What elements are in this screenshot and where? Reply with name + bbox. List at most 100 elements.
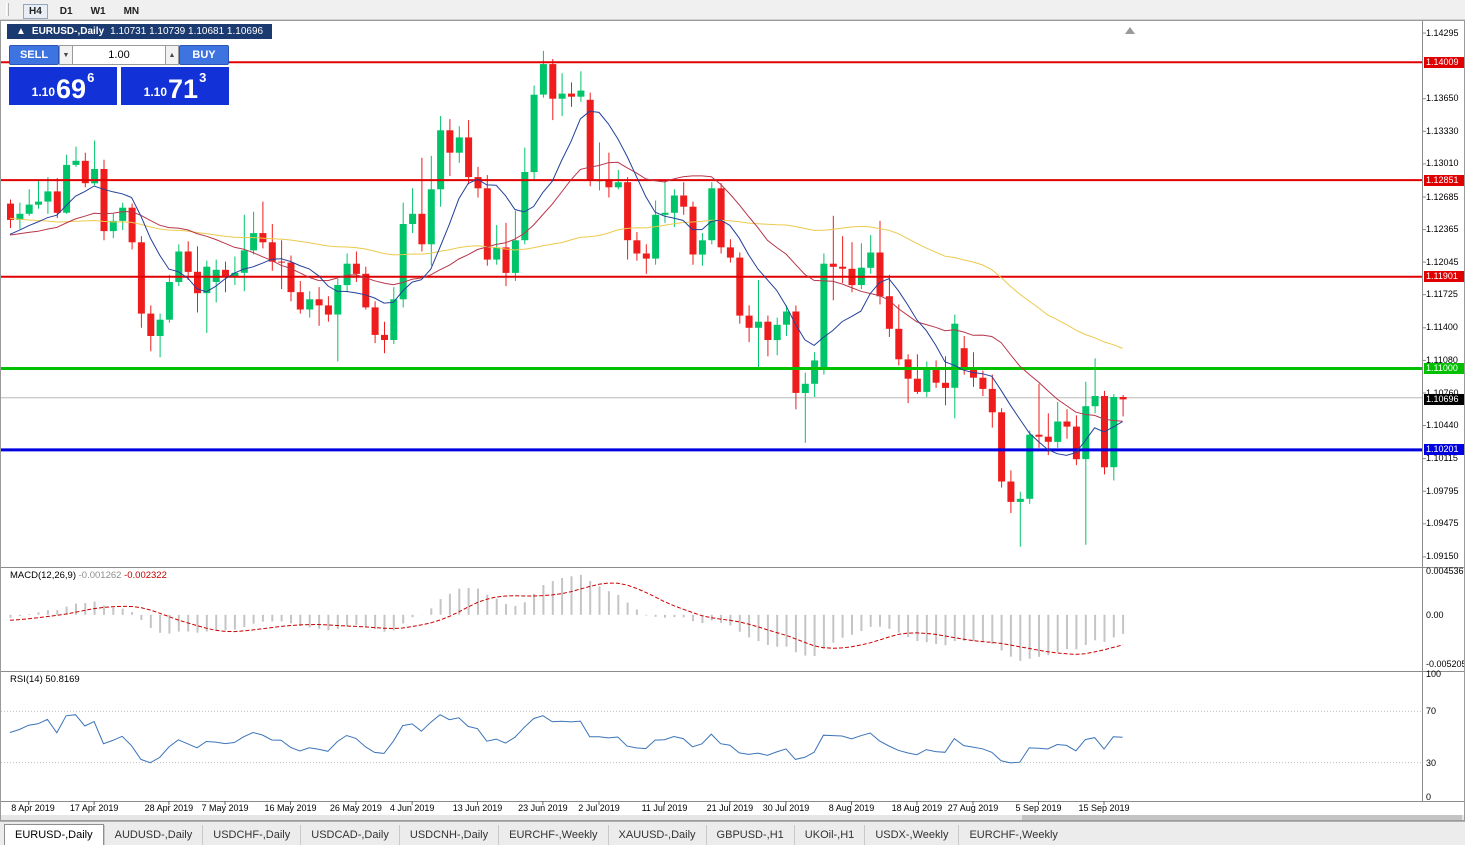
candle xyxy=(259,201,267,249)
symbol-tab[interactable]: EURCHF-,Weekly xyxy=(498,825,607,845)
candle xyxy=(390,287,398,345)
symbol-tab[interactable]: USDCHF-,Daily xyxy=(202,825,300,845)
chart-title: EURUSD-,Daily xyxy=(31,26,105,37)
candle xyxy=(165,274,173,323)
symbol-tab[interactable]: USDX-,Weekly xyxy=(864,825,958,845)
timeframe-button-h4[interactable]: H4 xyxy=(23,3,48,19)
candle xyxy=(1063,409,1071,439)
sell-price-pip-digit: 6 xyxy=(87,70,95,85)
one-click-trading-panel: SELL ▼ ▲ BUY 1.10 69 6 1.10 71 3 xyxy=(9,45,229,105)
candle xyxy=(156,313,164,358)
candle xyxy=(334,278,342,362)
candle xyxy=(437,116,445,207)
candle xyxy=(306,291,314,318)
price-chart-svg xyxy=(1,21,1464,805)
candle xyxy=(147,305,155,352)
macd-indicator-label: MACD(12,26,9) -0.001262 -0.002322 xyxy=(10,570,167,581)
symbol-tab[interactable]: EURUSD-,Daily xyxy=(4,824,104,845)
symbol-tab[interactable]: USDCAD-,Daily xyxy=(300,825,399,845)
candle xyxy=(446,119,454,177)
candle xyxy=(212,259,220,303)
buy-price-display[interactable]: 1.10 71 3 xyxy=(121,67,229,105)
candle xyxy=(913,354,921,394)
timeframe-button-mn[interactable]: MN xyxy=(118,4,146,19)
candle xyxy=(119,202,127,231)
candle xyxy=(315,287,323,326)
candle xyxy=(268,224,276,271)
candle xyxy=(502,222,510,287)
symbol-tab[interactable]: GBPUSD-,H1 xyxy=(705,825,794,845)
rsi-indicator-label: RSI(14) 50.8169 xyxy=(10,674,80,685)
axis-ticks xyxy=(28,32,1426,805)
candle xyxy=(418,157,426,252)
chart-title-bar[interactable]: ▲ EURUSD-,Daily 1.10731 1.10739 1.10681 … xyxy=(7,24,273,39)
timeframe-buttons-group: H4 D1 W1 MN xyxy=(23,1,151,19)
candle xyxy=(1044,413,1052,456)
candle xyxy=(867,235,875,274)
panel-separators xyxy=(1,21,1464,802)
candle xyxy=(885,274,893,337)
candle xyxy=(951,314,959,419)
candle xyxy=(343,253,351,293)
candle xyxy=(979,370,987,396)
candle xyxy=(605,152,613,198)
candle xyxy=(25,189,33,216)
candle xyxy=(1054,402,1062,448)
candle xyxy=(801,372,809,443)
candle xyxy=(652,200,660,265)
candle xyxy=(455,126,463,163)
sell-button[interactable]: SELL xyxy=(9,45,59,65)
horizontal-scrollbar[interactable] xyxy=(1,815,1464,820)
toolbar-grip[interactable] xyxy=(6,3,9,16)
volume-decrease-button[interactable]: ▼ xyxy=(59,45,73,65)
buy-price-big-digits: 71 xyxy=(168,74,199,104)
candle xyxy=(539,50,547,98)
ma-fast-line xyxy=(9,110,1123,456)
symbol-tab[interactable]: XAUUSD-,Daily xyxy=(607,825,706,845)
candle xyxy=(736,252,744,324)
candle xyxy=(670,189,678,227)
scrollbar-thumb[interactable] xyxy=(1022,815,1462,820)
candle xyxy=(783,305,790,336)
candle xyxy=(278,240,286,290)
sell-price-display[interactable]: 1.10 69 6 xyxy=(9,67,117,105)
candle xyxy=(72,146,80,167)
macd-signal-value: -0.002322 xyxy=(124,570,167,581)
candle xyxy=(726,239,734,263)
ma-mid-line xyxy=(9,161,1123,422)
chart-window: ▲ EURUSD-,Daily 1.10731 1.10739 1.10681 … xyxy=(0,20,1465,821)
candle xyxy=(633,232,641,261)
candle xyxy=(194,246,201,313)
macd-value: -0.001262 xyxy=(78,570,122,581)
candle xyxy=(493,225,501,265)
symbol-tab[interactable]: USDCNH-,Daily xyxy=(398,825,498,845)
chart-tabs-bar: EURUSD-,Daily AUDUSD-,Daily USDCHF-,Daily U… xyxy=(0,821,1465,845)
candle xyxy=(184,241,192,280)
candle xyxy=(624,177,632,260)
candle xyxy=(876,220,884,305)
candle xyxy=(932,360,940,388)
candle xyxy=(661,179,669,223)
volume-increase-button[interactable]: ▲ xyxy=(165,45,179,65)
candle xyxy=(792,305,800,410)
volume-input[interactable] xyxy=(73,45,165,65)
chart-ohlc-values: 1.10731 1.10739 1.10681 1.10696 xyxy=(110,26,264,37)
symbol-tab[interactable]: AUDUSD-,Daily xyxy=(103,825,203,845)
symbol-tab[interactable]: EURCHF-,Weekly xyxy=(958,825,1067,845)
candle xyxy=(549,59,557,121)
candle xyxy=(764,315,772,357)
candle xyxy=(511,210,519,281)
timeframe-button-d1[interactable]: D1 xyxy=(54,4,79,19)
candle xyxy=(755,280,762,368)
sell-price-big-digits: 69 xyxy=(56,74,87,104)
chart-shift-marker-icon xyxy=(1125,27,1135,34)
symbol-tab[interactable]: UKOil-,H1 xyxy=(793,825,865,845)
candle xyxy=(231,256,239,285)
candle xyxy=(988,374,996,428)
candle xyxy=(427,155,435,266)
timeframe-button-w1[interactable]: W1 xyxy=(85,4,112,19)
candle xyxy=(381,321,388,354)
buy-button[interactable]: BUY xyxy=(179,45,229,65)
candle xyxy=(137,236,145,328)
